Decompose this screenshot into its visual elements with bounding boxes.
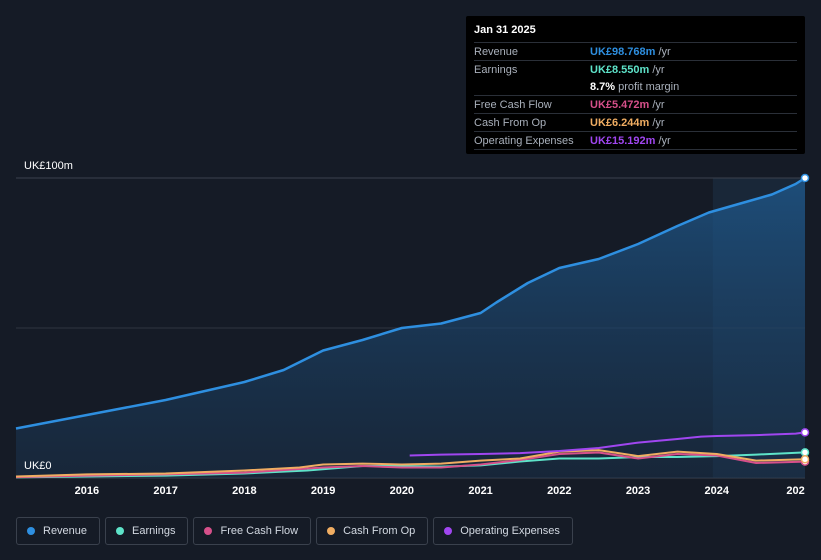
tooltip-opex-unit: /yr xyxy=(658,134,671,147)
tooltip-date: Jan 31 2025 xyxy=(474,24,797,43)
legend-label: Operating Expenses xyxy=(460,525,560,537)
series-line-revenue xyxy=(15,176,806,430)
x-tick-label: 2017 xyxy=(153,485,178,497)
y-axis-top-label: UK£100m xyxy=(24,160,73,172)
legend-label: Earnings xyxy=(132,525,176,537)
legend-dot-icon xyxy=(27,527,35,535)
legend-label: Cash From Op xyxy=(343,525,416,537)
legend-item-revenue[interactable]: Revenue xyxy=(16,517,101,545)
tooltip-fcf-unit: /yr xyxy=(652,98,665,111)
x-tick-label: 2019 xyxy=(310,485,336,497)
legend-item-cash-from-op[interactable]: Cash From Op xyxy=(316,517,429,545)
tooltip-row-revenue: Revenue UK£98.768m /yr xyxy=(474,43,797,61)
tooltip-fcf-value: UK£5.472m xyxy=(590,98,650,111)
tooltip-earnings-value: UK£8.550m xyxy=(590,63,650,76)
legend: Revenue Earnings Free Cash Flow Cash Fro… xyxy=(16,517,578,545)
x-tick-label: 2018 xyxy=(232,485,257,497)
legend-label: Revenue xyxy=(43,525,88,537)
tooltip-row-cash-from-op: Cash From Op UK£6.244m /yr xyxy=(474,114,797,132)
series-line-free-cash-flow xyxy=(15,451,806,479)
series-endpoint-cash-from-op xyxy=(800,455,810,464)
tooltip-fcf-label: Free Cash Flow xyxy=(474,98,552,111)
tooltip-cfo-value: UK£6.244m xyxy=(590,116,650,129)
legend-dot-icon xyxy=(116,527,125,535)
x-tick-label: 2020 xyxy=(389,485,415,497)
tooltip-row-earnings: Earnings UK£8.550m /yr xyxy=(474,61,797,78)
legend-dot-icon xyxy=(204,527,213,535)
tooltip-revenue-value: UK£98.768m xyxy=(590,45,656,58)
tooltip-earnings-unit: /yr xyxy=(652,63,665,76)
x-tick-label: 2021 xyxy=(468,485,493,497)
legend-label: Free Cash Flow xyxy=(220,525,299,537)
series-endpoint-revenue xyxy=(800,173,810,183)
tooltip-cfo-unit: /yr xyxy=(652,116,665,129)
series-endpoint-earnings xyxy=(800,448,810,457)
legend-dot-icon xyxy=(327,527,336,535)
legend-item-operating-expenses[interactable]: Operating Expenses xyxy=(433,517,573,545)
tooltip-profit-margin-label: profit margin xyxy=(618,80,680,93)
tooltip-opex-value: UK£15.192m xyxy=(590,134,656,147)
tooltip-opex-label: Operating Expenses xyxy=(474,134,574,147)
x-tick-label: 2016 xyxy=(74,485,100,497)
x-tick-label: 2024 xyxy=(704,485,730,497)
series-line-cash-from-op xyxy=(15,449,806,478)
legend-item-earnings[interactable]: Earnings xyxy=(105,517,189,545)
tooltip-row-operating-expenses: Operating Expenses UK£15.192m /yr xyxy=(474,132,797,150)
legend-item-free-cash-flow[interactable]: Free Cash Flow xyxy=(193,517,312,545)
tooltip-earnings-label: Earnings xyxy=(474,63,518,76)
tooltip-row-free-cash-flow: Free Cash Flow UK£5.472m /yr xyxy=(474,96,797,114)
tooltip-revenue-label: Revenue xyxy=(474,45,519,58)
tooltip-revenue-unit: /yr xyxy=(658,45,671,58)
tooltip-panel: Jan 31 2025 Revenue UK£98.768m /yr Earni… xyxy=(466,16,805,154)
x-tick-label: 202 xyxy=(786,485,805,497)
series-endpoint-operating-expenses xyxy=(800,428,810,437)
x-tick-label: 2022 xyxy=(547,485,572,497)
legend-dot-icon xyxy=(444,527,453,535)
x-tick-label: 2023 xyxy=(625,485,651,497)
tooltip-row-profit-margin: 8.7% profit margin xyxy=(474,78,797,96)
series-line-operating-expenses xyxy=(409,431,806,457)
tooltip-cfo-label: Cash From Op xyxy=(474,116,547,129)
y-axis-bottom-label: UK£0 xyxy=(24,460,52,472)
tooltip-profit-margin-value: 8.7% xyxy=(590,80,616,93)
